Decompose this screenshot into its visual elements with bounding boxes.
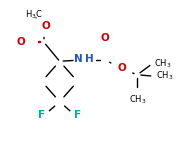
Text: F: F bbox=[74, 110, 81, 120]
Text: O: O bbox=[118, 63, 127, 73]
Text: $\mathregular{CH_3}$: $\mathregular{CH_3}$ bbox=[129, 93, 146, 106]
Text: $\mathregular{H_3C}$: $\mathregular{H_3C}$ bbox=[25, 9, 43, 21]
Text: F: F bbox=[38, 110, 45, 120]
Text: H: H bbox=[85, 54, 94, 64]
Text: O: O bbox=[101, 33, 110, 43]
Text: $\mathregular{CH_3}$: $\mathregular{CH_3}$ bbox=[154, 57, 172, 70]
Text: O: O bbox=[17, 37, 26, 47]
Text: N: N bbox=[74, 54, 83, 64]
Text: $\mathregular{CH_3}$: $\mathregular{CH_3}$ bbox=[156, 70, 174, 82]
Text: O: O bbox=[42, 21, 51, 31]
